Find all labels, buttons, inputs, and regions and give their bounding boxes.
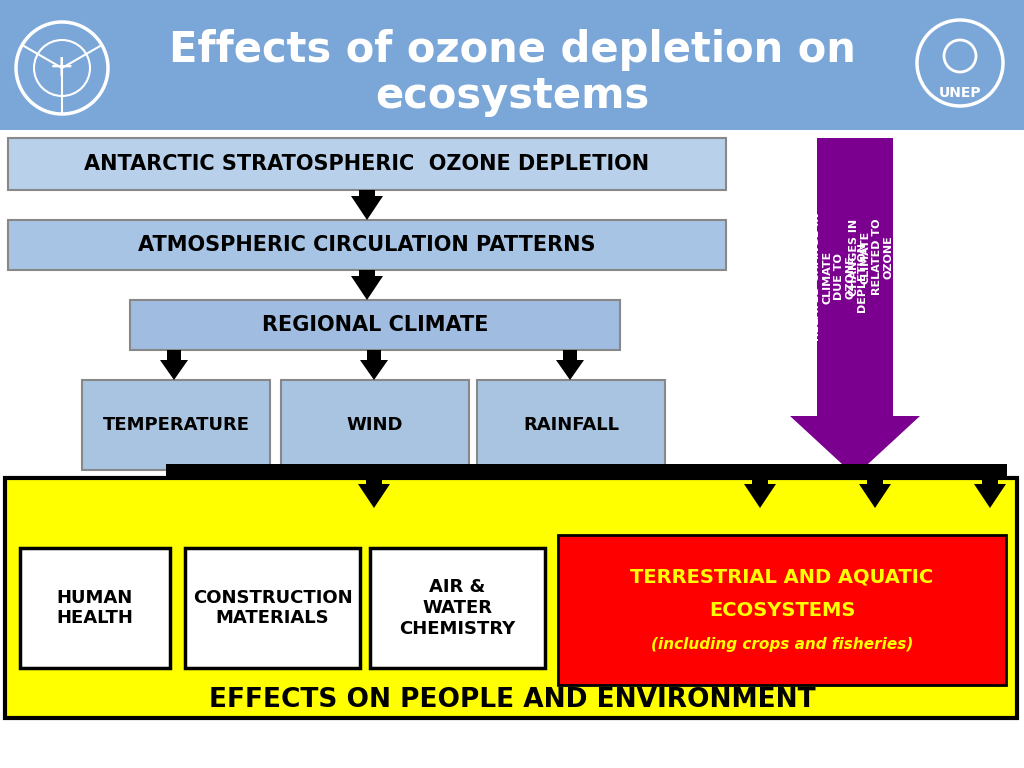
FancyBboxPatch shape — [281, 380, 469, 470]
Polygon shape — [351, 196, 383, 220]
FancyBboxPatch shape — [366, 478, 382, 484]
FancyBboxPatch shape — [5, 478, 1017, 718]
FancyBboxPatch shape — [20, 548, 170, 668]
FancyBboxPatch shape — [817, 138, 893, 416]
FancyBboxPatch shape — [563, 350, 577, 360]
FancyBboxPatch shape — [82, 380, 270, 470]
Text: CHANGES IN
CLIMATE
RELATED TO
OZONE
DEPLETION: CHANGES IN CLIMATE RELATED TO OZONE DEPL… — [849, 218, 905, 296]
FancyBboxPatch shape — [367, 350, 381, 360]
Polygon shape — [859, 484, 891, 508]
Text: (including crops and fisheries): (including crops and fisheries) — [651, 637, 913, 652]
FancyBboxPatch shape — [370, 548, 545, 668]
Text: ecosystems: ecosystems — [375, 75, 649, 117]
FancyBboxPatch shape — [982, 478, 998, 484]
Text: TEMPERATURE: TEMPERATURE — [102, 416, 250, 434]
Text: ATMOSPHERIC CIRCULATION PATTERNS: ATMOSPHERIC CIRCULATION PATTERNS — [138, 235, 596, 255]
Text: OZONE DEPLETION-
RELATED CHANGE IN
CLIMATE
DUE TO
OZONE
DEPLETION: OZONE DEPLETION- RELATED CHANGE IN CLIMA… — [799, 213, 867, 341]
Text: UNEP: UNEP — [939, 86, 981, 100]
FancyBboxPatch shape — [752, 478, 768, 484]
Polygon shape — [974, 484, 1006, 508]
Text: CONSTRUCTION
MATERIALS: CONSTRUCTION MATERIALS — [193, 588, 352, 627]
FancyBboxPatch shape — [8, 138, 726, 190]
FancyBboxPatch shape — [185, 548, 360, 668]
Text: AIR &
WATER
CHEMISTRY: AIR & WATER CHEMISTRY — [399, 578, 516, 637]
FancyBboxPatch shape — [366, 470, 382, 478]
FancyBboxPatch shape — [0, 0, 1024, 130]
Text: ECOSYSTEMS: ECOSYSTEMS — [709, 601, 855, 620]
Polygon shape — [556, 360, 584, 380]
Text: TERRESTRIAL AND AQUATIC: TERRESTRIAL AND AQUATIC — [631, 568, 934, 587]
FancyBboxPatch shape — [562, 470, 578, 478]
Polygon shape — [790, 416, 920, 476]
FancyBboxPatch shape — [477, 380, 665, 470]
FancyBboxPatch shape — [130, 300, 620, 350]
FancyBboxPatch shape — [166, 464, 578, 480]
Text: EFFECTS ON PEOPLE AND ENVIRONMENT: EFFECTS ON PEOPLE AND ENVIRONMENT — [209, 687, 815, 713]
Polygon shape — [160, 360, 188, 380]
Polygon shape — [358, 484, 390, 508]
Text: +: + — [49, 54, 75, 82]
Polygon shape — [360, 360, 388, 380]
FancyBboxPatch shape — [558, 535, 1006, 685]
Text: REGIONAL CLIMATE: REGIONAL CLIMATE — [262, 315, 488, 335]
FancyBboxPatch shape — [359, 190, 375, 196]
Text: WIND: WIND — [347, 416, 403, 434]
Polygon shape — [351, 276, 383, 300]
Polygon shape — [744, 484, 776, 508]
Text: ANTARCTIC STRATOSPHERIC  OZONE DEPLETION: ANTARCTIC STRATOSPHERIC OZONE DEPLETION — [84, 154, 649, 174]
FancyBboxPatch shape — [167, 350, 181, 360]
FancyBboxPatch shape — [0, 130, 1024, 768]
FancyBboxPatch shape — [359, 270, 375, 276]
FancyBboxPatch shape — [562, 464, 1007, 480]
FancyBboxPatch shape — [8, 220, 726, 270]
Text: HUMAN
HEALTH: HUMAN HEALTH — [56, 588, 133, 627]
Text: Effects of ozone depletion on: Effects of ozone depletion on — [169, 29, 855, 71]
FancyBboxPatch shape — [166, 470, 182, 478]
FancyBboxPatch shape — [867, 478, 883, 484]
Text: RAINFALL: RAINFALL — [523, 416, 618, 434]
